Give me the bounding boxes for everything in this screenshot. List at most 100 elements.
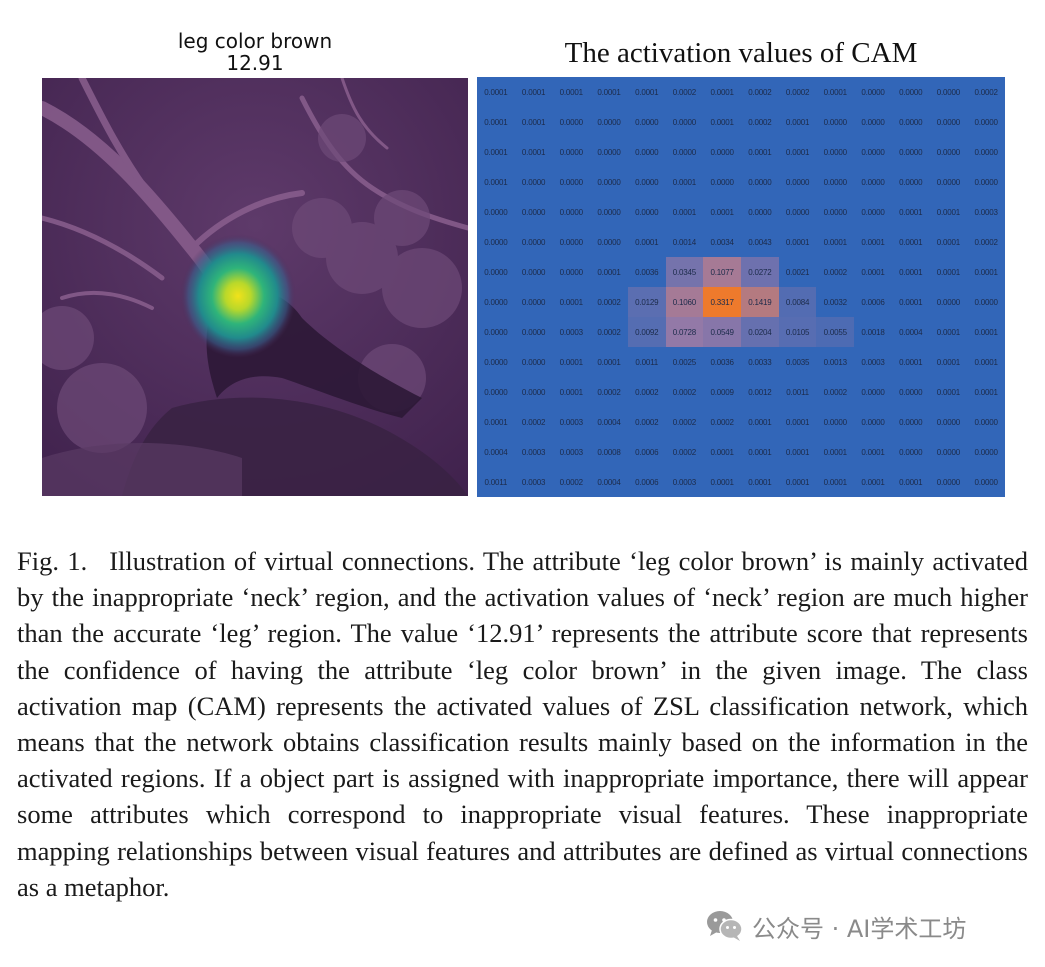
heatmap-cell: 0.0001 bbox=[484, 87, 508, 97]
cam-overlay-photo bbox=[42, 78, 468, 496]
heatmap-cell: 0.0001 bbox=[974, 357, 998, 367]
heatmap-cell: 0.0001 bbox=[899, 357, 923, 367]
heatmap-cell: 0.0001 bbox=[785, 117, 810, 127]
heatmap-cell: 0.0002 bbox=[597, 297, 621, 307]
heatmap-cell: 0.0011 bbox=[484, 477, 508, 487]
heatmap-cell: 0.0032 bbox=[823, 297, 847, 307]
heatmap-cell: 0.0000 bbox=[899, 117, 923, 127]
heatmap-cell: 0.0001 bbox=[710, 477, 734, 487]
heatmap-cell: 0.0003 bbox=[861, 357, 885, 367]
heatmap-cell: 0.0002 bbox=[974, 237, 998, 247]
heatmap-cell: 0.0000 bbox=[974, 147, 998, 157]
heatmap-cell: 0.0000 bbox=[974, 477, 998, 487]
heatmap-cell: 0.0000 bbox=[559, 177, 583, 187]
heatmap-cell: 0.0272 bbox=[741, 257, 779, 287]
heatmap-cell: 0.0000 bbox=[484, 237, 508, 247]
heatmap-cell: 0.0000 bbox=[974, 177, 998, 187]
heatmap-cell: 0.0003 bbox=[521, 447, 546, 457]
heatmap-cell: 0.0000 bbox=[484, 357, 508, 367]
heatmap-cell: 0.0001 bbox=[672, 207, 697, 217]
heatmap-cell: 0.0000 bbox=[823, 177, 847, 187]
heatmap-cell: 0.0003 bbox=[521, 477, 546, 487]
heatmap-cell: 0.0000 bbox=[899, 87, 923, 97]
heatmap-cell: 0.0000 bbox=[974, 417, 998, 427]
heatmap-cell: 0.0001 bbox=[484, 117, 508, 127]
heatmap-cell: 0.0000 bbox=[974, 297, 998, 307]
heatmap-cell: 0.1060 bbox=[665, 287, 704, 317]
heatmap-cell: 0.0002 bbox=[635, 387, 659, 397]
heatmap-cell: 0.0001 bbox=[785, 417, 810, 427]
heatmap-cell: 0.0000 bbox=[521, 207, 546, 217]
heatmap-cell: 0.0000 bbox=[521, 177, 546, 187]
heatmap-cell: 0.0000 bbox=[936, 417, 961, 427]
heatmap-cell: 0.0000 bbox=[710, 177, 734, 187]
heatmap-cell: 0.0004 bbox=[484, 447, 508, 457]
heatmap-cell: 0.0001 bbox=[974, 267, 998, 277]
heatmap-cell: 0.0000 bbox=[521, 237, 546, 247]
heatmap-cell: 0.0014 bbox=[672, 237, 697, 247]
heatmap-cell: 0.0034 bbox=[710, 237, 734, 247]
heatmap-cell: 0.0001 bbox=[785, 147, 810, 157]
heatmap-cell: 0.0000 bbox=[748, 177, 772, 187]
heatmap-cell: 0.0002 bbox=[521, 417, 546, 427]
heatmap-cell: 0.0002 bbox=[635, 417, 659, 427]
heatmap-cell: 0.0001 bbox=[823, 477, 847, 487]
heatmap-cell: 0.0002 bbox=[785, 87, 810, 97]
heatmap-cell: 0.0001 bbox=[861, 447, 885, 457]
heatmap-cell: 0.0000 bbox=[559, 207, 583, 217]
heatmap-cell: 0.0000 bbox=[484, 327, 508, 337]
heatmap-cell: 0.3317 bbox=[703, 287, 741, 317]
heatmap-cell: 0.0000 bbox=[672, 117, 697, 127]
heatmap-cell: 0.0000 bbox=[521, 327, 546, 337]
heatmap-cell: 0.0001 bbox=[521, 117, 546, 127]
heatmap-cell: 0.0000 bbox=[785, 177, 810, 187]
watermark: 公众号 · AI学术工坊 bbox=[706, 906, 966, 946]
heatmap-cell: 0.0003 bbox=[559, 447, 583, 457]
heatmap-cell: 0.0001 bbox=[597, 87, 621, 97]
heatmap-cell: 0.0033 bbox=[748, 357, 772, 367]
heatmap-cell: 0.0012 bbox=[748, 387, 772, 397]
heatmap-cell: 0.0003 bbox=[559, 417, 583, 427]
heatmap-cell: 0.0036 bbox=[635, 267, 659, 277]
heatmap-cell: 0.0001 bbox=[936, 387, 961, 397]
heatmap-cell: 0.0001 bbox=[484, 177, 508, 187]
heatmap-cell: 0.0001 bbox=[936, 357, 961, 367]
heatmap-cell: 0.0006 bbox=[635, 477, 659, 487]
heatmap-cell: 0.0002 bbox=[672, 87, 697, 97]
heatmap-cell: 0.0000 bbox=[936, 147, 961, 157]
heatmap-cell: 0.0003 bbox=[559, 327, 583, 337]
heatmap-cell: 0.0043 bbox=[748, 237, 772, 247]
heatmap-cell: 0.0009 bbox=[710, 387, 734, 397]
heatmap-cell: 0.0000 bbox=[936, 447, 961, 457]
bird-photo-illustration bbox=[42, 78, 468, 496]
heatmap-cell: 0.0084 bbox=[778, 287, 817, 317]
heatmap-cell: 0.0000 bbox=[521, 267, 546, 277]
heatmap-cell: 0.0000 bbox=[899, 417, 923, 427]
figure-caption: Fig. 1. Illustration of virtual connectio… bbox=[17, 543, 1028, 905]
heatmap-cell: 0.0001 bbox=[861, 267, 885, 277]
heatmap-cell: 0.0013 bbox=[823, 357, 847, 367]
heatmap-cell: 0.0000 bbox=[899, 387, 923, 397]
heatmap-title: The activation values of CAM bbox=[564, 37, 918, 69]
heatmap-cell: 0.0002 bbox=[748, 87, 772, 97]
heatmap-cell: 0.0001 bbox=[974, 387, 998, 397]
heatmap-cell: 0.0001 bbox=[899, 267, 923, 277]
heatmap-cell: 0.0003 bbox=[672, 477, 697, 487]
heatmap-cell: 0.0000 bbox=[597, 177, 621, 187]
heatmap-cell: 0.0001 bbox=[484, 417, 508, 427]
heatmap-cell: 0.0000 bbox=[899, 177, 923, 187]
caption-text: Illustration of virtual connections. The… bbox=[17, 546, 1028, 902]
heatmap-cell: 0.0000 bbox=[635, 207, 659, 217]
heatmap-cell: 0.0001 bbox=[710, 207, 734, 217]
heatmap-cell: 0.0002 bbox=[672, 417, 697, 427]
cam-activation-heatmap: 0.0001 0.0001 0.0001 0.0001 0.0001 0.0002 0.00… bbox=[477, 77, 1005, 497]
heatmap-cell: 0.0000 bbox=[823, 147, 847, 157]
heatmap-cell: 0.0001 bbox=[861, 477, 885, 487]
heatmap-cell: 0.0000 bbox=[748, 207, 772, 217]
heatmap-cell: 0.0001 bbox=[521, 87, 546, 97]
heatmap-cell: 0.0001 bbox=[785, 237, 810, 247]
heatmap-cell: 0.0004 bbox=[899, 327, 923, 337]
heatmap-cell: 0.0011 bbox=[786, 387, 809, 397]
heatmap-cell: 0.0000 bbox=[559, 147, 583, 157]
heatmap-cell: 0.0000 bbox=[823, 117, 847, 127]
